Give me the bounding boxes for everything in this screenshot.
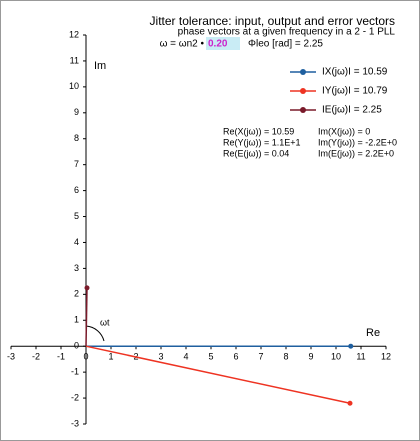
y-tick-label: 9 xyxy=(74,107,79,117)
y-tick-label: 0 xyxy=(74,341,79,351)
x-tick-label: 6 xyxy=(233,352,238,362)
annotation: Im(Y(jω)) = -2.2E+0 xyxy=(318,137,397,147)
angle-arc xyxy=(85,325,105,342)
legend-label: IX(jω)I = 10.59 xyxy=(322,67,388,78)
legend-marker xyxy=(300,88,306,94)
y-tick-label: 3 xyxy=(74,263,79,273)
angle-label: ωt xyxy=(100,317,110,327)
formula-value: 0.20 xyxy=(208,39,228,50)
vector xyxy=(85,345,351,404)
x-tick-label: 0 xyxy=(83,352,88,362)
y-tick-label: 7 xyxy=(74,159,79,169)
y-tick-label: 5 xyxy=(74,211,79,221)
x-tick-label: -1 xyxy=(57,352,65,362)
y-tick-label: -1 xyxy=(71,367,79,377)
vector-tip xyxy=(348,343,354,349)
legend-label: IE(jω)I = 2.25 xyxy=(322,105,382,116)
y-tick-label: 2 xyxy=(74,289,79,299)
legend-label: IY(jω)I = 10.79 xyxy=(322,86,388,97)
vector-tip xyxy=(84,285,90,291)
x-tick-label: -3 xyxy=(7,352,15,362)
annotation: Re(X(jω)) = 10.59 xyxy=(223,126,294,136)
x-tick-label: 12 xyxy=(381,352,391,362)
chart-subtitle: phase vectors at a given frequency in a … xyxy=(178,27,396,38)
y-tick-label: 12 xyxy=(69,29,79,39)
x-tick-label: 5 xyxy=(208,352,213,362)
y-tick-label: 10 xyxy=(69,81,79,91)
x-tick-label: 9 xyxy=(308,352,313,362)
x-axis-label: Re xyxy=(366,327,380,339)
formula-box xyxy=(206,37,240,50)
x-tick-label: 3 xyxy=(158,352,163,362)
annotation: Im(X(jω)) = 0 xyxy=(318,126,370,136)
vector-tip xyxy=(347,400,353,406)
legend-marker xyxy=(300,107,306,113)
chart-title: Jitter tolerance: input, output and erro… xyxy=(150,14,395,28)
formula-right: Φleo [rad] = 2.25 xyxy=(248,39,323,50)
y-tick-label: 1 xyxy=(74,315,79,325)
x-tick-label: 8 xyxy=(283,352,288,362)
x-tick-label: 11 xyxy=(356,352,365,362)
y-tick-label: 11 xyxy=(70,55,79,65)
x-tick-label: 7 xyxy=(258,352,263,362)
y-tick-label: -2 xyxy=(71,392,79,402)
legend-marker xyxy=(300,69,306,75)
x-tick-label: 4 xyxy=(183,352,188,362)
y-axis-label: Im xyxy=(94,60,106,72)
x-tick-label: 10 xyxy=(331,352,341,362)
annotation: Im(E(jω)) = 2.2E+0 xyxy=(318,148,394,158)
y-tick-label: 4 xyxy=(74,237,79,247)
annotation: Re(E(jω)) = 0.04 xyxy=(223,148,289,158)
x-tick-label: 1 xyxy=(108,352,113,362)
vector xyxy=(85,287,88,347)
x-tick-label: -2 xyxy=(32,352,40,362)
y-tick-label: 8 xyxy=(74,133,79,143)
annotation: Re(Y(jω)) = 1.1E+1 xyxy=(223,137,301,147)
y-tick-label: 6 xyxy=(74,185,79,195)
y-tick-label: -3 xyxy=(71,418,79,428)
formula-left: ω = ωn2 • xyxy=(160,39,205,50)
